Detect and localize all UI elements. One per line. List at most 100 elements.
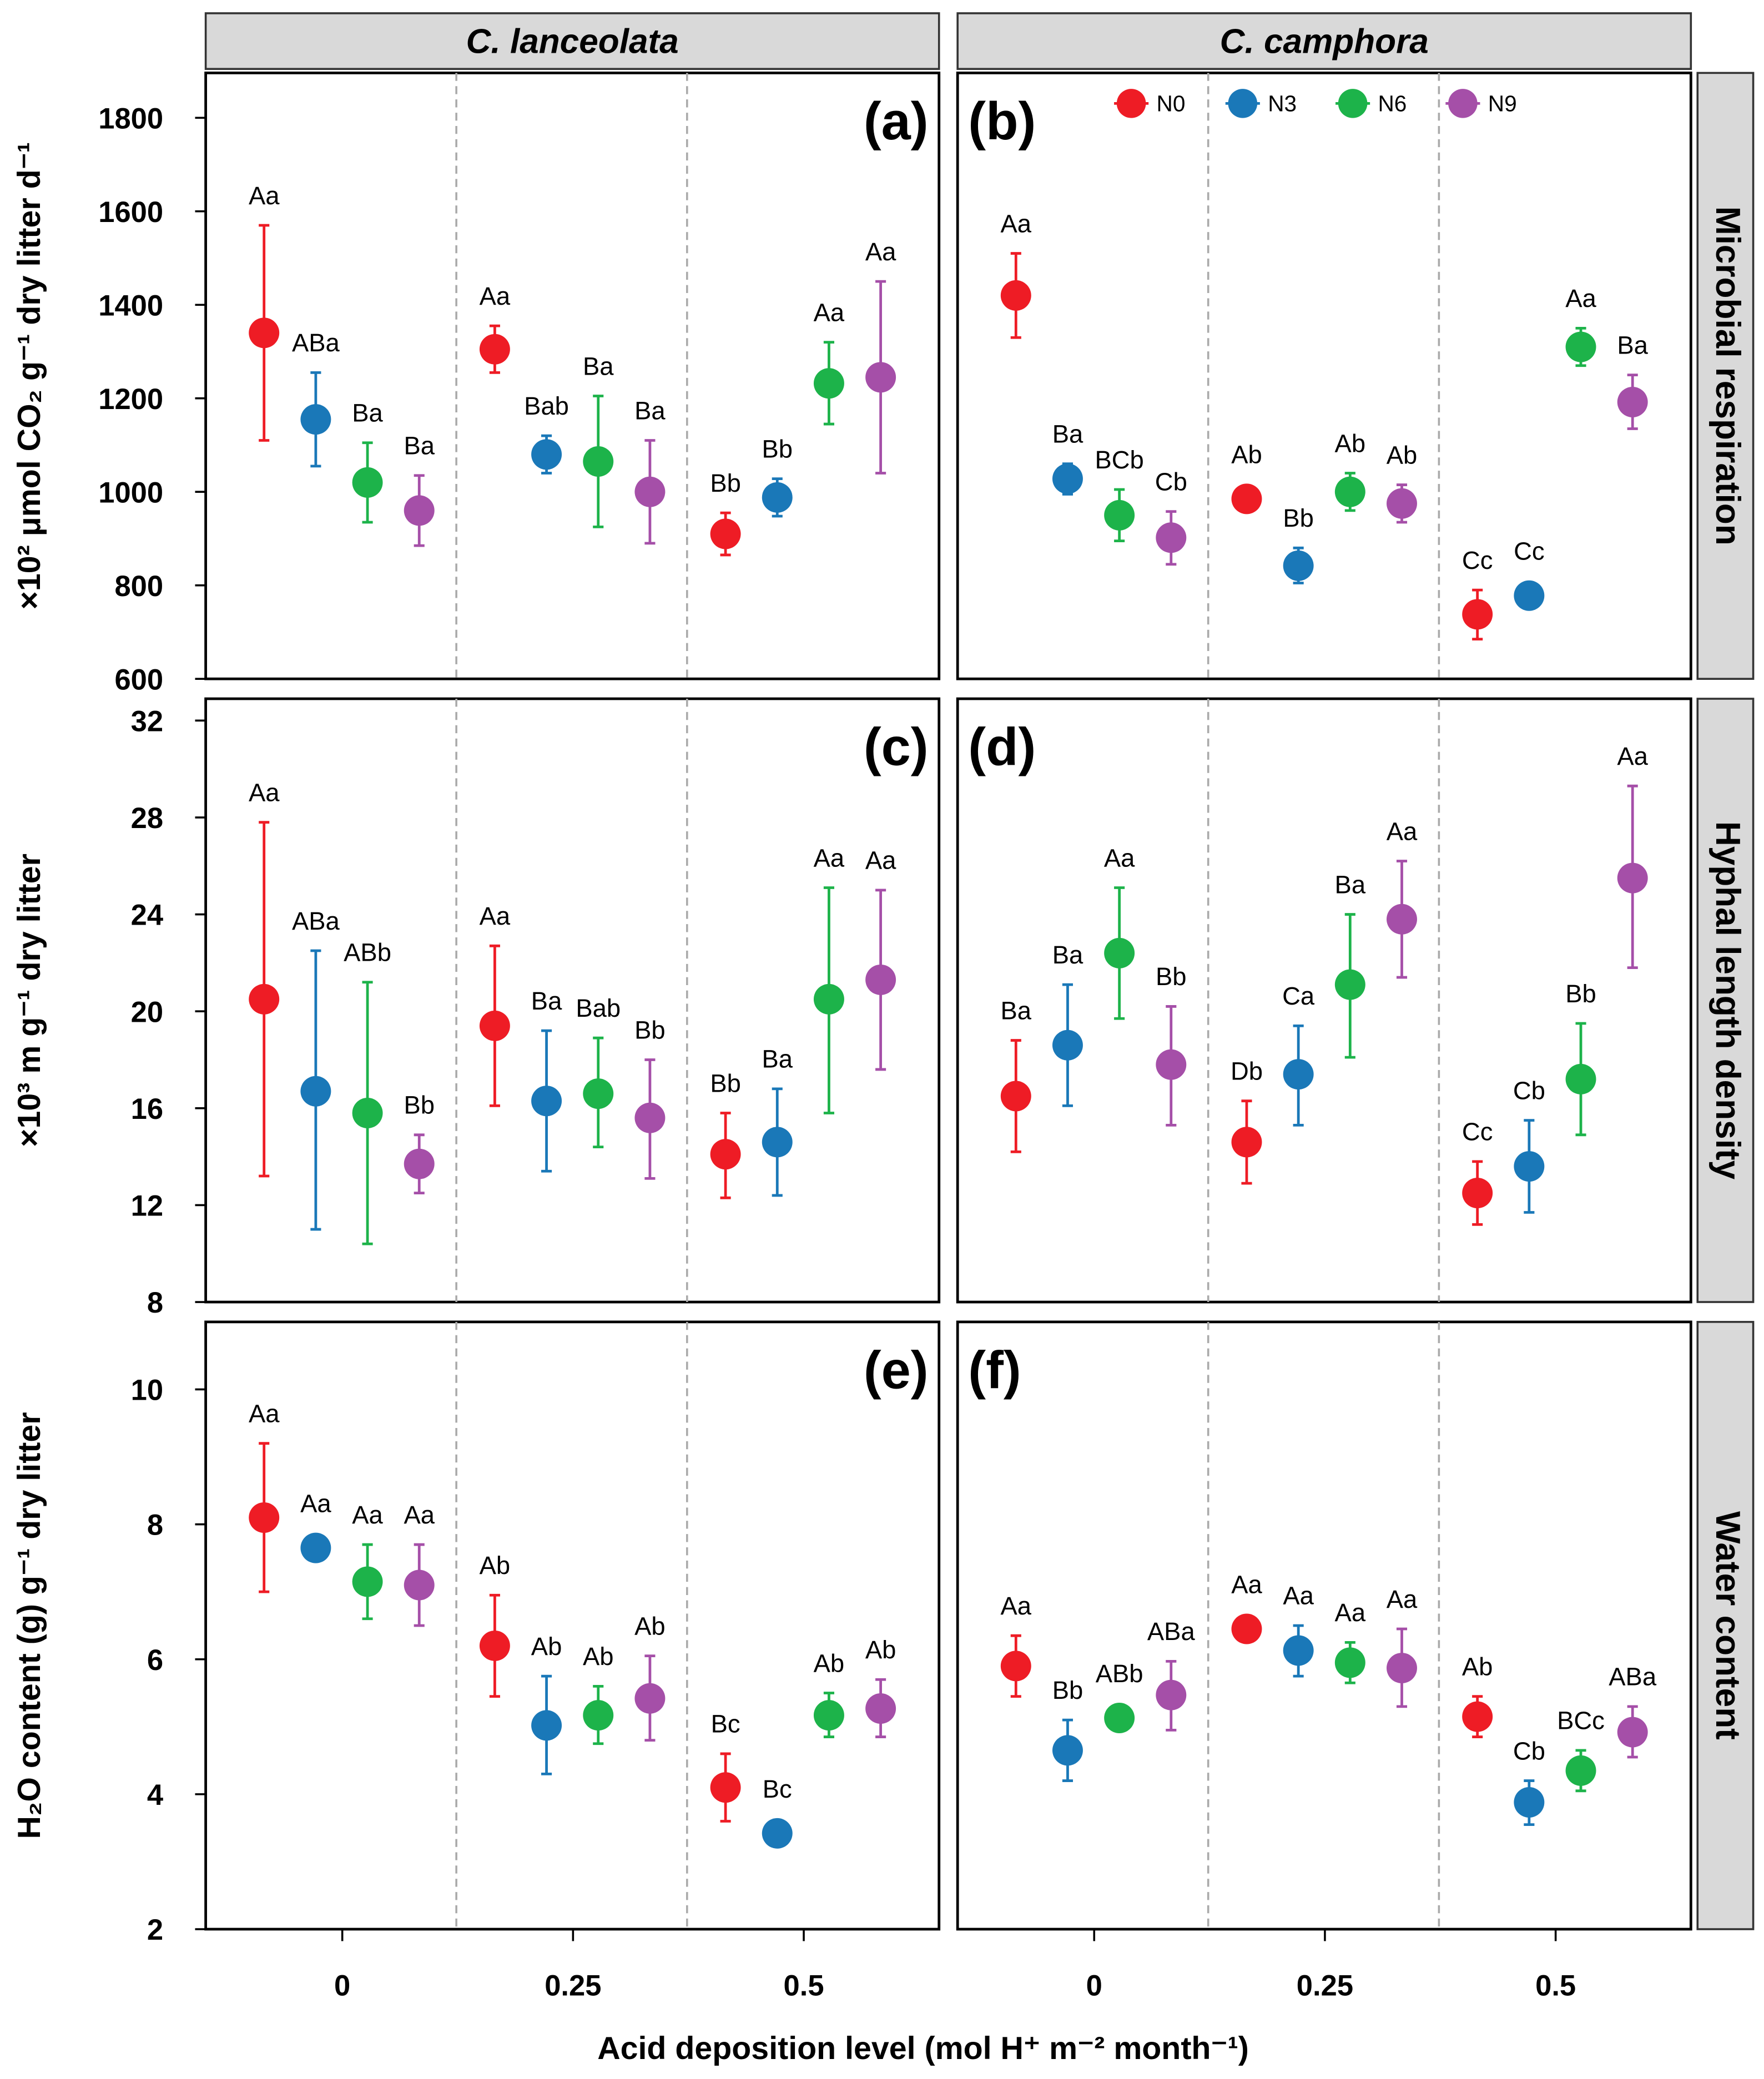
y-tick-label: 1600 <box>98 196 163 229</box>
significance-label: Ba <box>762 1045 793 1073</box>
x-tick-label: 0.25 <box>545 1969 601 2002</box>
x-axis-label: Acid deposition level (mol H⁺ m⁻² month⁻… <box>597 2031 1249 2066</box>
data-point-n3 <box>1283 1059 1314 1090</box>
data-point-n6 <box>352 1566 383 1597</box>
panel-letter: (a) <box>864 92 929 151</box>
data-point-n9 <box>634 476 666 507</box>
panel-frame <box>956 72 1692 680</box>
significance-label: Db <box>1231 1057 1263 1085</box>
legend-label: N6 <box>1378 91 1407 117</box>
significance-label: Aa <box>404 1501 435 1529</box>
significance-label: Aa <box>1001 1592 1032 1620</box>
panel-letter: (d) <box>968 717 1036 776</box>
significance-label: Ab <box>634 1612 666 1640</box>
data-point-n3 <box>1052 463 1083 494</box>
significance-label: Cb <box>1513 1737 1545 1765</box>
significance-label: Ab <box>480 1551 511 1580</box>
row-strip <box>1696 1321 1755 1930</box>
y-tick-label: 1000 <box>98 476 163 509</box>
x-tick-label: 0.5 <box>784 1969 824 2002</box>
significance-label: Bab <box>576 994 621 1022</box>
data-point-n0 <box>1462 599 1493 630</box>
data-point-n0 <box>1462 1178 1493 1209</box>
data-point-n9 <box>865 362 896 393</box>
panel-letter: (b) <box>968 92 1036 151</box>
significance-label: ABb <box>1096 1659 1143 1688</box>
column-strip <box>204 12 940 70</box>
significance-label: Ab <box>583 1642 614 1671</box>
significance-label: ABb <box>344 938 391 967</box>
data-point-n9 <box>404 1570 435 1601</box>
significance-label: Ab <box>1387 441 1418 469</box>
data-point-n0 <box>1000 1081 1031 1112</box>
row-strip-label: Microbial respiration <box>1708 206 1747 546</box>
significance-label: Aa <box>1231 1571 1262 1599</box>
significance-label: Aa <box>249 181 280 210</box>
data-point-n9 <box>1387 904 1417 935</box>
significance-label: Ab <box>814 1649 845 1677</box>
panel-frame <box>956 697 1692 1304</box>
data-point-n6 <box>583 1078 614 1109</box>
data-point-n9 <box>404 495 435 526</box>
data-point-n9 <box>865 1693 896 1724</box>
data-point-n0 <box>249 1502 280 1533</box>
panel-frame <box>204 1320 941 1931</box>
significance-label: Aa <box>352 1501 383 1529</box>
significance-label: Aa <box>1387 817 1418 845</box>
significance-label: Bc <box>711 1710 740 1738</box>
significance-label: Aa <box>1283 1582 1314 1610</box>
significance-label: Ba <box>1052 941 1083 969</box>
data-point-n9 <box>1156 1679 1187 1710</box>
significance-label: Bb <box>762 435 793 463</box>
panel-frame <box>956 1320 1692 1931</box>
y-tick-label: 32 <box>131 705 163 738</box>
significance-label: Aa <box>1335 1598 1366 1627</box>
significance-label: BCb <box>1095 446 1143 474</box>
data-point-n3 <box>1052 1735 1083 1766</box>
data-point-n0 <box>710 1772 741 1803</box>
significance-label: Aa <box>865 846 896 875</box>
legend-marker <box>1338 89 1368 118</box>
significance-label: Ba <box>1617 331 1648 359</box>
significance-label: ABa <box>292 329 340 357</box>
significance-label: Bab <box>524 392 569 420</box>
data-point-n6 <box>352 1098 383 1128</box>
data-point-n3 <box>531 439 562 470</box>
data-point-n3 <box>1283 550 1314 581</box>
x-tick-label: 0 <box>1086 1969 1102 2002</box>
data-point-n6 <box>1334 1647 1365 1678</box>
significance-label: Bb <box>710 1069 741 1097</box>
data-point-n6 <box>813 1700 844 1731</box>
significance-label: Ba <box>531 987 562 1015</box>
row-strip <box>1696 72 1755 680</box>
data-point-n9 <box>634 1683 666 1714</box>
data-point-n6 <box>813 983 844 1015</box>
significance-label: Aa <box>249 1399 280 1427</box>
significance-label: Aa <box>1617 742 1648 770</box>
y-axis-label: ×10² μmol CO₂ g⁻¹ dry litter d⁻¹ <box>12 142 47 610</box>
data-point-n6 <box>583 1700 614 1731</box>
data-point-n0 <box>249 317 280 349</box>
significance-label: Bb <box>1565 980 1596 1008</box>
significance-label: Ab <box>865 1636 896 1664</box>
y-tick-label: 16 <box>131 1093 163 1126</box>
legend-label: N3 <box>1268 91 1297 117</box>
significance-label: Bb <box>1156 962 1187 991</box>
significance-label: Ca <box>1282 982 1315 1010</box>
significance-label: Aa <box>1387 1585 1418 1613</box>
significance-label: Ab <box>1335 429 1366 457</box>
y-axis-label: ×10³ m g⁻¹ dry litter <box>12 854 47 1147</box>
significance-label: Ab <box>531 1632 562 1661</box>
y-tick-label: 2 <box>147 1914 163 1946</box>
data-point-n0 <box>710 518 741 549</box>
data-point-n0 <box>479 334 510 365</box>
data-point-n0 <box>1231 483 1262 514</box>
significance-label: Bb <box>404 1091 435 1119</box>
data-point-n6 <box>1565 1063 1596 1094</box>
significance-label: Ba <box>583 352 614 380</box>
significance-label: Aa <box>1104 844 1135 872</box>
y-tick-label: 24 <box>131 899 163 932</box>
data-point-n9 <box>1156 522 1187 553</box>
significance-label: Bb <box>634 1016 666 1044</box>
